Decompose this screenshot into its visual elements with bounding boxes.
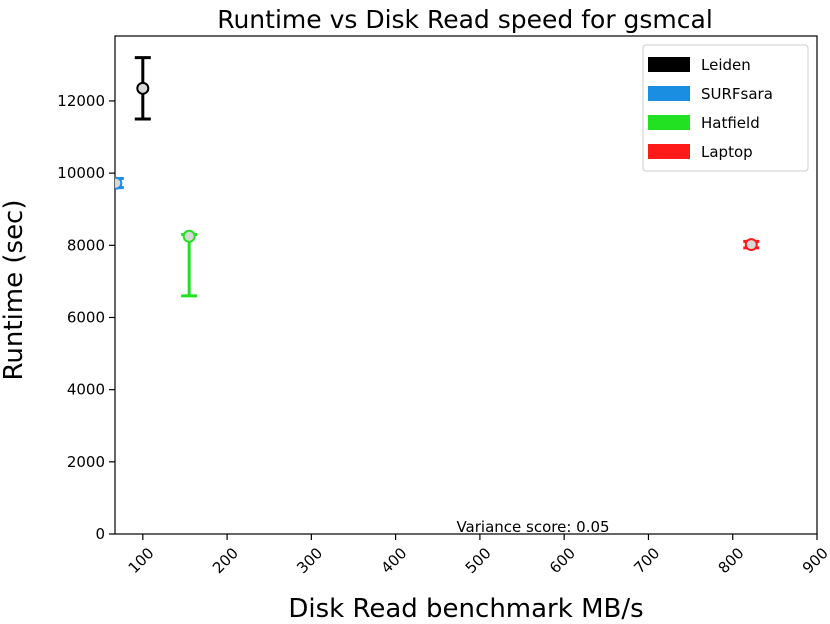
x-tick-label: 800	[715, 544, 748, 577]
point-leiden	[136, 81, 150, 95]
x-tick-label: 500	[462, 544, 495, 577]
legend-swatch-hatfield	[648, 115, 690, 130]
plot-frame	[114, 35, 818, 535]
legend-swatch-laptop	[648, 144, 690, 159]
point-hatfield	[182, 229, 196, 243]
legend-label-laptop: Laptop	[701, 143, 753, 161]
y-tick-label: 6000	[67, 308, 105, 326]
x-axis-label: Disk Read benchmark MB/s	[288, 594, 643, 624]
y-tick-label: 4000	[67, 381, 105, 399]
point-laptop	[744, 238, 758, 252]
x-tick-label: 600	[546, 544, 579, 577]
y-tick-label: 8000	[67, 236, 105, 254]
y-tick-label: 12000	[57, 92, 105, 110]
x-tick-label: 700	[630, 544, 663, 577]
legend-swatch-surfsara	[648, 86, 690, 101]
x-tick-label: 200	[209, 544, 242, 577]
series-leiden	[134, 56, 151, 121]
point-surfsara	[115, 176, 123, 190]
x-tick-label: 300	[293, 544, 326, 577]
chart-title: Runtime vs Disk Read speed for gsmcal	[217, 5, 713, 34]
legend-label-leiden: Leiden	[701, 56, 751, 74]
y-tick-label: 2000	[67, 453, 105, 471]
y-axis-label: Runtime (sec)	[0, 200, 29, 381]
series-laptop	[743, 238, 760, 252]
x-tick-label: 100	[125, 544, 158, 577]
legend-label-hatfield: Hatfield	[701, 114, 760, 132]
series-hatfield	[181, 229, 198, 298]
legend-label-surfsara: SURFsara	[701, 85, 773, 103]
x-tick-label: 400	[377, 544, 410, 577]
x-tick-label: 900	[799, 544, 830, 577]
variance-annotation: Variance score: 0.05	[456, 518, 609, 536]
legend: Leiden SURFsara Hatfield Laptop	[642, 44, 809, 172]
y-tick-label: 10000	[57, 164, 105, 182]
data-layer	[115, 56, 760, 298]
y-tick-label: 0	[95, 525, 105, 543]
series-surfsara	[115, 176, 124, 190]
legend-box	[642, 44, 809, 172]
legend-swatch-leiden	[648, 57, 690, 72]
